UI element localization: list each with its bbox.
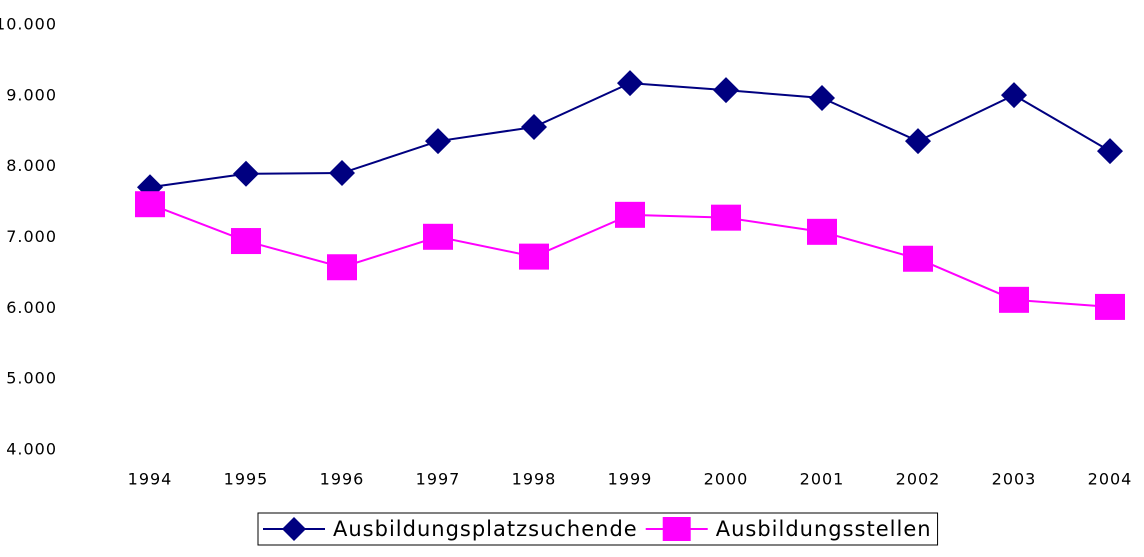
marker	[231, 228, 261, 255]
legend-label: Ausbildungsstellen	[716, 517, 932, 541]
marker	[905, 128, 931, 155]
x-tick-label: 1994	[128, 470, 173, 489]
legend-box	[257, 512, 939, 546]
marker	[327, 254, 357, 281]
x-tick-label: 1997	[416, 470, 461, 489]
y-tick-label: 8.000	[6, 156, 57, 175]
y-tick-label: 9.000	[6, 85, 57, 104]
marker	[423, 223, 453, 250]
series-line	[149, 82, 1111, 189]
x-tick-label: 2003	[992, 470, 1037, 489]
y-tick-label: 7.000	[6, 227, 57, 246]
marker	[617, 70, 643, 97]
marker	[903, 245, 933, 272]
y-tick-label: 6.000	[6, 298, 57, 317]
marker	[519, 243, 549, 270]
marker	[807, 218, 837, 245]
x-tick-label: 2004	[1088, 470, 1133, 489]
x-tick-label: 1999	[608, 470, 653, 489]
marker	[233, 160, 259, 187]
y-tick-label: 10.000	[0, 15, 57, 34]
legend-marker	[662, 517, 691, 541]
x-tick-label: 2001	[800, 470, 845, 489]
x-tick-label: 1996	[320, 470, 365, 489]
y-tick-label: 5.000	[6, 369, 57, 388]
marker	[329, 160, 355, 187]
x-tick-label: 2000	[704, 470, 749, 489]
marker	[1095, 293, 1125, 320]
x-tick-label: 1995	[224, 470, 269, 489]
marker	[809, 84, 835, 111]
marker	[1097, 138, 1123, 165]
x-tick-label: 2002	[896, 470, 941, 489]
legend-marker	[282, 517, 306, 541]
marker	[711, 204, 741, 231]
marker	[999, 286, 1029, 313]
y-tick-label: 4.000	[6, 440, 57, 459]
x-tick-label: 1998	[512, 470, 557, 489]
marker	[615, 201, 645, 228]
marker	[521, 114, 547, 140]
marker	[713, 77, 739, 104]
marker	[1001, 82, 1027, 109]
marker	[425, 128, 451, 155]
legend-label: Ausbildungsplatzsuchende	[333, 517, 638, 541]
marker	[135, 191, 165, 218]
